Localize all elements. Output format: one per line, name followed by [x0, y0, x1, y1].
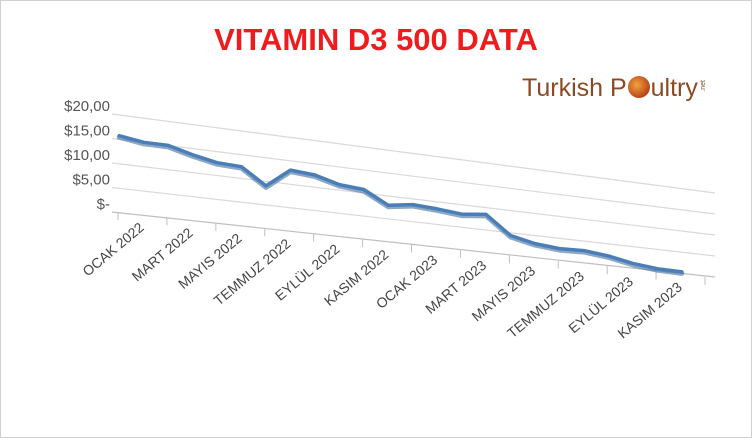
series-line [116, 133, 685, 276]
series-line-path [117, 133, 684, 274]
gridline [111, 162, 716, 236]
y-tick-label: $5,00 [72, 172, 110, 189]
y-tick-label: $15,00 [64, 123, 110, 140]
y-tick-label: $- [97, 196, 110, 213]
logo-emblem-icon [627, 76, 650, 98]
gridline [111, 137, 716, 215]
logo-text-end: ultry [650, 74, 698, 102]
logo-text-start: Turkish P [522, 74, 627, 102]
gridline [111, 186, 716, 257]
gridline [111, 113, 716, 194]
y-axis-ticks: $20,00 $15,00 $10,00 $5,00 $- [64, 98, 110, 213]
gridlines [111, 113, 716, 278]
gridline [111, 211, 716, 278]
y-tick-label: $10,00 [64, 147, 110, 164]
y-tick-label: $20,00 [64, 98, 110, 115]
chart-title: VITAMIN D3 500 DATA [214, 22, 538, 57]
